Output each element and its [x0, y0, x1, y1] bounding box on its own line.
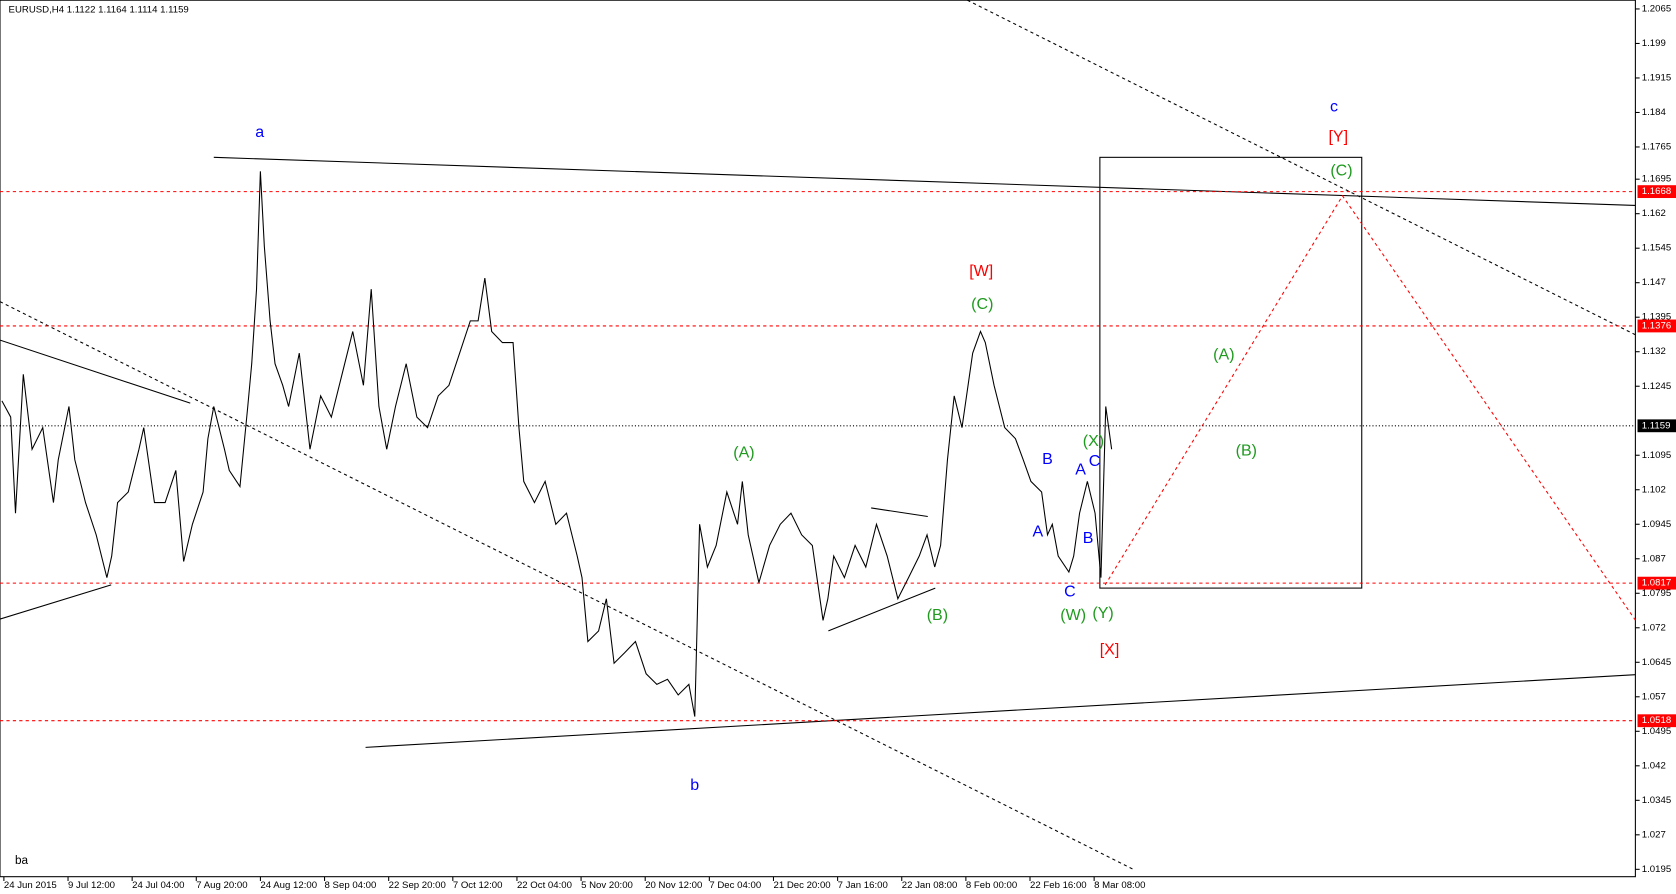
x-tick-label: 22 Jan 08:00 — [902, 880, 958, 891]
trend-line — [213, 156, 1636, 206]
y-tick-label: 1.1545 — [1642, 243, 1671, 254]
current-price-tag — [1637, 419, 1676, 433]
y-tick-label: 1.0195 — [1642, 864, 1671, 875]
wave-label: (W) — [1060, 606, 1086, 624]
y-tick-label: 1.0945 — [1642, 519, 1671, 530]
wave-label: (B) — [927, 606, 948, 624]
current-price-label: 1.1159 — [1642, 420, 1671, 431]
trend-line — [0, 584, 112, 620]
level-tag — [1637, 185, 1676, 199]
wave-label: (A) — [1213, 345, 1234, 363]
box — [1099, 156, 1363, 589]
y-tick-label: 1.1095 — [1642, 450, 1671, 461]
wave-label: C — [1064, 583, 1076, 601]
x-tick-label: 22 Sep 20:00 — [389, 880, 446, 891]
wave-label: (C) — [971, 295, 993, 313]
y-tick-label: 1.0495 — [1642, 726, 1671, 737]
wave-label: A — [1033, 523, 1044, 541]
wave-label: c — [1330, 97, 1338, 115]
y-tick-label: 1.027 — [1642, 829, 1666, 840]
wave-label: A — [1075, 461, 1086, 479]
y-tick-label: 1.102 — [1642, 484, 1666, 495]
y-tick-label: 1.1245 — [1642, 381, 1671, 392]
footer: ba — [15, 854, 29, 867]
x-tick-label: 9 Jul 12:00 — [68, 880, 115, 891]
x-tick-label: 5 Nov 20:00 — [581, 880, 633, 891]
y-tick-label: 1.1395 — [1642, 312, 1671, 323]
x-tick-label: 7 Jan 16:00 — [838, 880, 888, 891]
y-tick-label: 1.147 — [1642, 277, 1666, 288]
trend-line — [365, 674, 1636, 748]
y-tick-label: 1.2065 — [1642, 3, 1671, 14]
level-label: 1.0817 — [1642, 578, 1671, 589]
x-tick-label: 8 Mar 08:00 — [1094, 880, 1145, 891]
trend-line — [871, 507, 928, 518]
x-tick-label: 7 Aug 20:00 — [196, 880, 247, 891]
y-tick-label: 1.0345 — [1642, 795, 1671, 806]
y-tick-label: 1.162 — [1642, 208, 1666, 219]
y-tick-label: 1.1765 — [1642, 142, 1671, 153]
y-tick-label: 1.042 — [1642, 760, 1666, 771]
x-tick-label: 7 Dec 04:00 — [709, 880, 761, 891]
wave-label: [W] — [969, 262, 993, 280]
x-tick-label: 8 Sep 04:00 — [325, 880, 377, 891]
projection-line — [1104, 194, 1636, 621]
x-tick-label: 20 Nov 12:00 — [645, 880, 702, 891]
y-tick-label: 1.072 — [1642, 622, 1666, 633]
wave-label: C — [1089, 452, 1101, 470]
y-tick-label: 1.0795 — [1642, 588, 1671, 599]
x-tick-label: 8 Feb 00:00 — [966, 880, 1017, 891]
y-tick-label: 1.0645 — [1642, 657, 1671, 668]
wave-label: (Y) — [1092, 604, 1113, 622]
wave-label: (A) — [733, 444, 754, 462]
wave-label: b — [690, 776, 699, 794]
wave-label: (B) — [1236, 442, 1257, 460]
level-tag — [1637, 576, 1676, 590]
wave-label: a — [255, 123, 264, 141]
wave-label: B — [1083, 529, 1094, 547]
y-tick-label: 1.1915 — [1642, 72, 1671, 83]
trend-line — [828, 587, 936, 632]
x-tick-label: 22 Feb 16:00 — [1030, 880, 1087, 891]
x-tick-label: 24 Jul 04:00 — [132, 880, 184, 891]
wave-labels: a b c [Y] (C) [W] (C) (A) (B) (W) (Y) [X… — [255, 97, 1352, 794]
x-tick-label: 22 Oct 04:00 — [517, 880, 572, 891]
wave-label: (C) — [1330, 161, 1352, 179]
x-tick-label: 7 Oct 12:00 — [453, 880, 503, 891]
y-tick-label: 1.132 — [1642, 346, 1666, 357]
wave-label: B — [1042, 450, 1053, 468]
y-tick-label: 1.199 — [1642, 38, 1666, 49]
x-tick-label: 24 Aug 12:00 — [260, 880, 317, 891]
chart-title: EURUSD,H4 1.1122 1.1164 1.1114 1.1159 — [9, 4, 189, 15]
level-label: 1.0518 — [1642, 715, 1671, 726]
level-tag — [1637, 319, 1676, 333]
y-tick-label: 1.087 — [1642, 553, 1666, 564]
level-tag — [1637, 714, 1676, 728]
x-tick-label: 24 Jun 2015 — [4, 880, 57, 891]
x-tick-label: 21 Dec 20:00 — [773, 880, 830, 891]
channel-line — [967, 0, 1636, 336]
wave-label: (X) — [1083, 432, 1104, 450]
level-label: 1.1668 — [1642, 186, 1671, 197]
y-tick-label: 1.057 — [1642, 691, 1666, 702]
level-label: 1.1376 — [1642, 320, 1671, 331]
trend-line — [0, 339, 191, 404]
y-tick-label: 1.1695 — [1642, 174, 1671, 185]
plot-frame — [0, 0, 1636, 878]
drawings — [0, 0, 1636, 871]
price-line — [1, 171, 1113, 717]
wave-label: [X] — [1100, 640, 1120, 658]
wave-label: [Y] — [1328, 127, 1348, 145]
y-tick-label: 1.184 — [1642, 107, 1667, 118]
